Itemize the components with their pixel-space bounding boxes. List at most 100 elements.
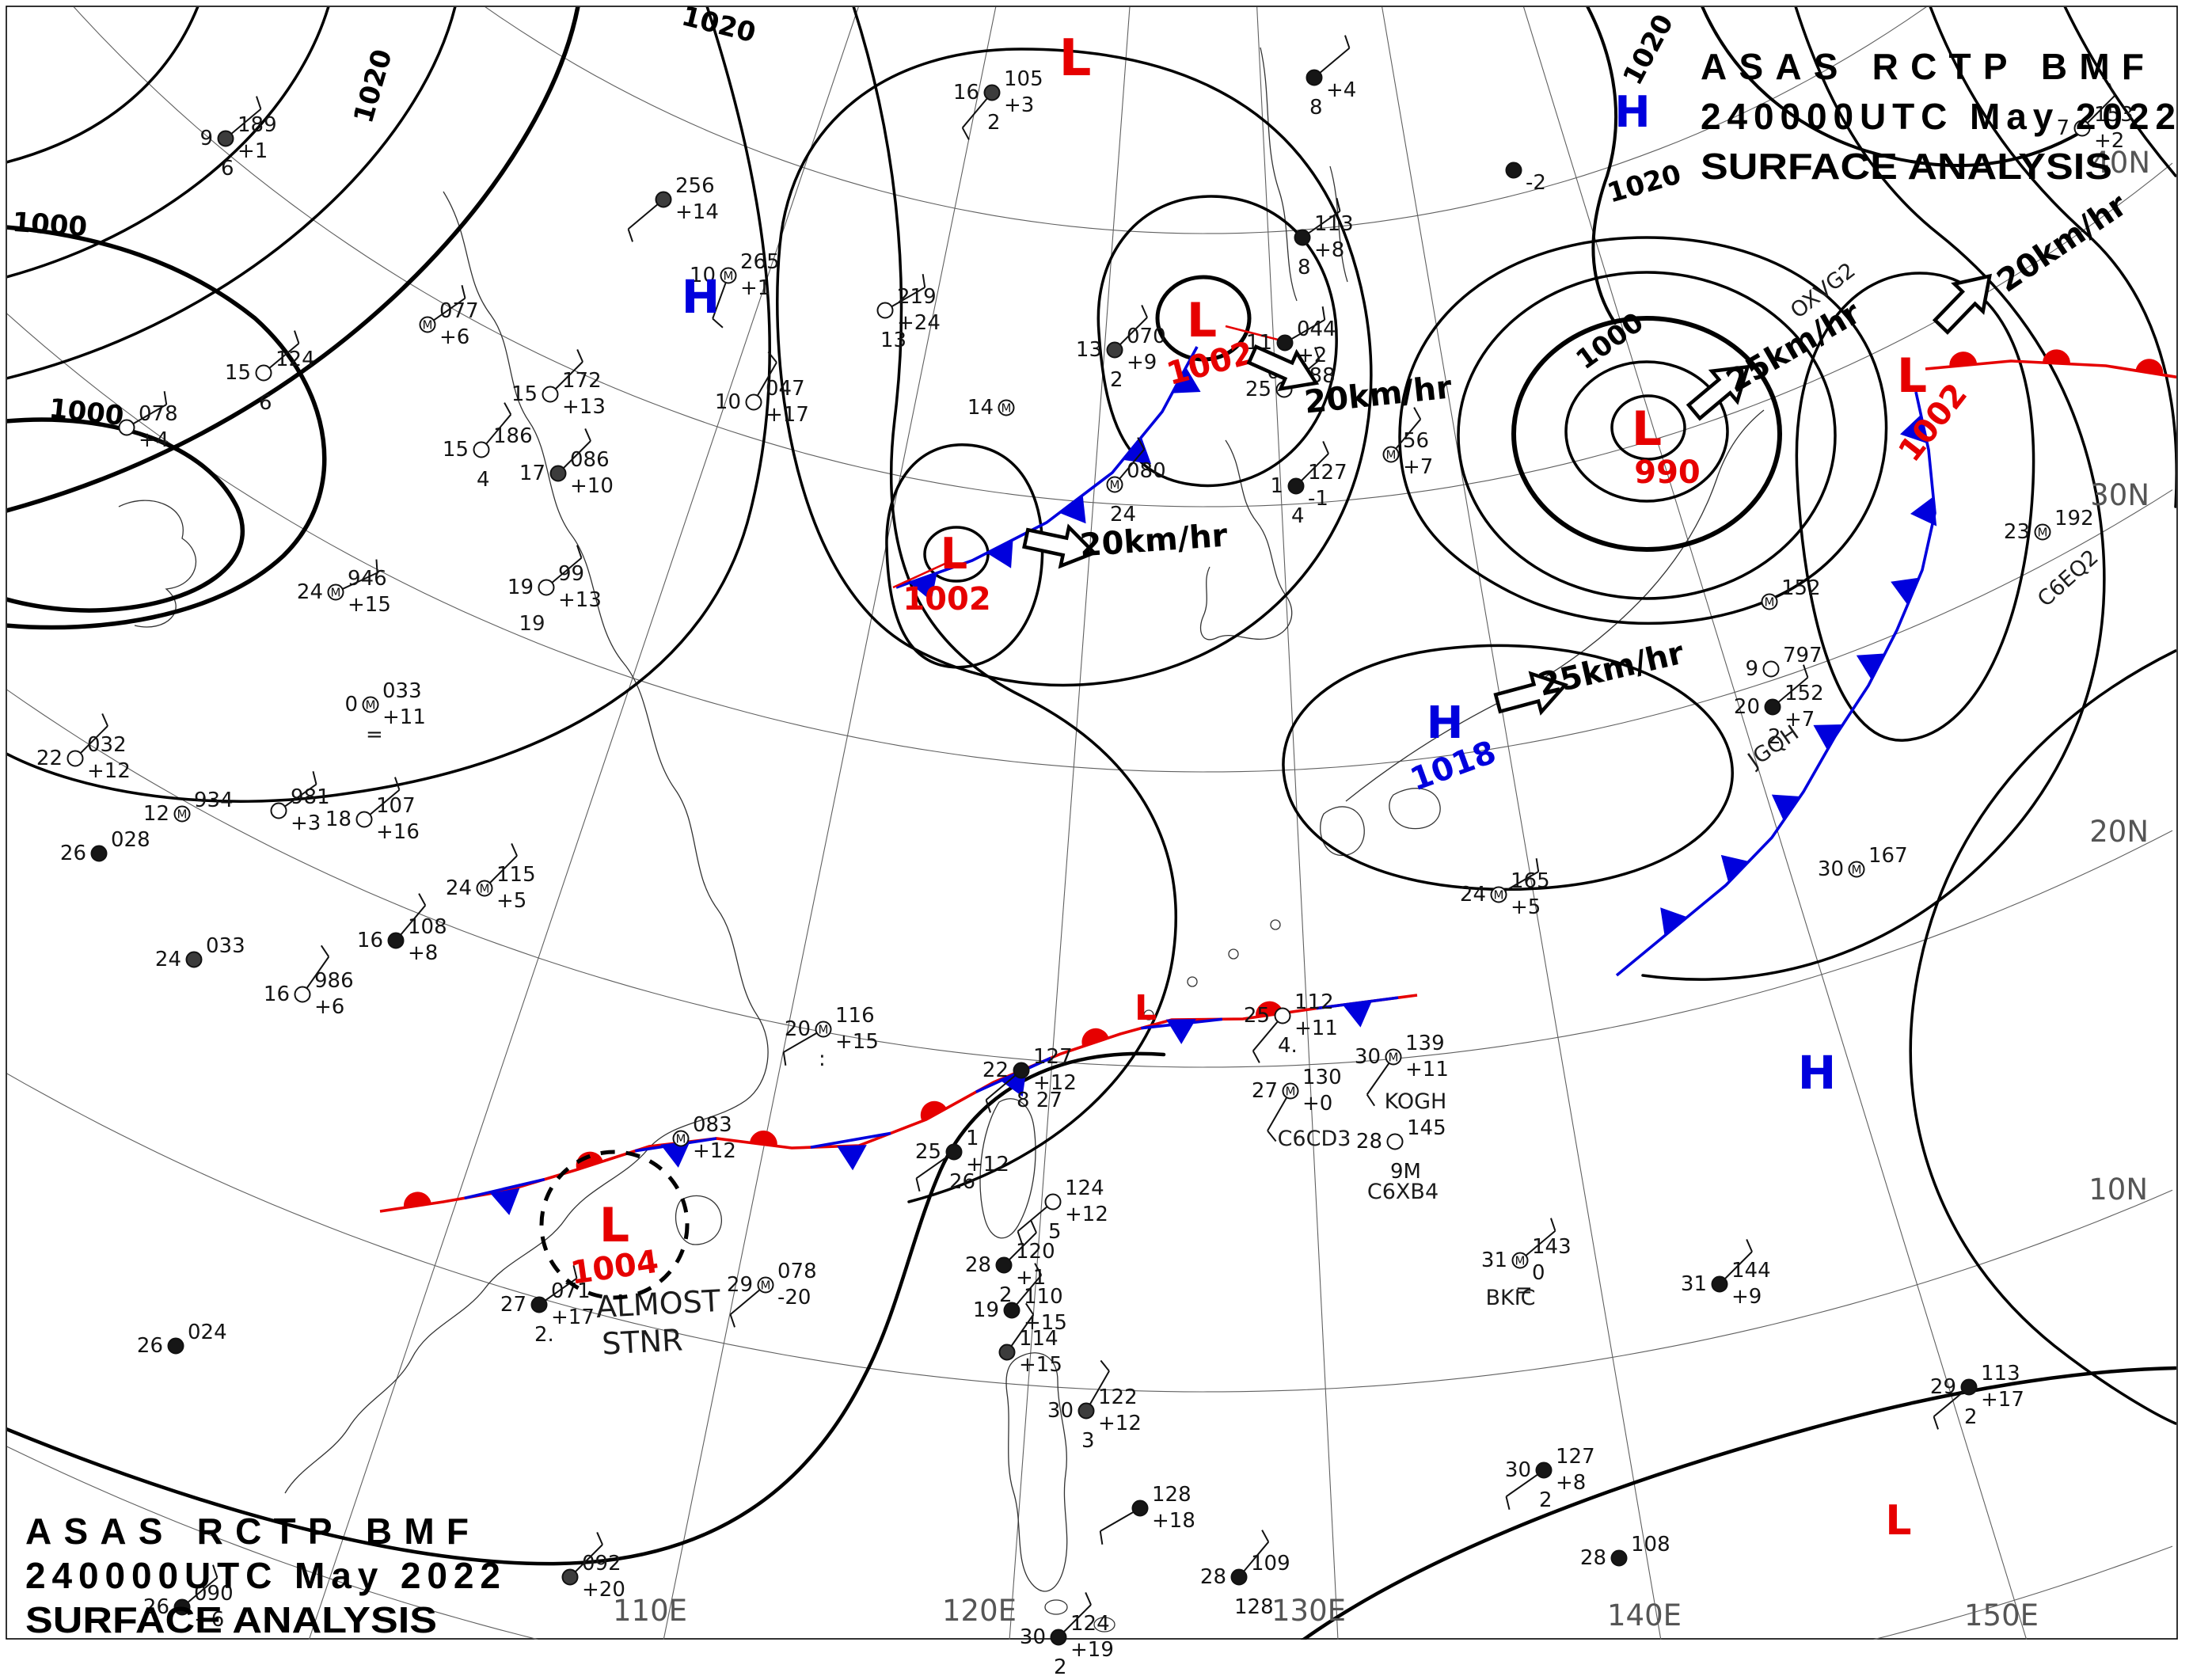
cold-front-triangle <box>1342 1000 1373 1028</box>
station-circle <box>1511 1252 1529 1269</box>
station-tendency: +6 <box>314 995 344 1019</box>
cold-front-triangle <box>1660 907 1688 937</box>
station-tendency: +12 <box>966 1153 1009 1176</box>
station-tendency: +19 <box>1070 1638 1114 1662</box>
cold-front-triangle <box>1165 1019 1196 1044</box>
station-pressure: 116 <box>835 1004 875 1028</box>
wind-barb <box>432 297 466 321</box>
station-circle <box>1385 1048 1402 1066</box>
station-circle <box>998 399 1015 416</box>
station-circle <box>1762 660 1780 678</box>
station-cloud-amount: 22 <box>36 747 63 770</box>
station-circle <box>1077 1402 1095 1420</box>
station-plot: M 14 <box>967 396 1015 420</box>
station-plot: 981+3 <box>270 770 330 835</box>
station-circle <box>1276 334 1294 352</box>
wind-barb-tick <box>504 402 512 416</box>
wind-barb <box>1017 1206 1048 1233</box>
wind-barb-tick <box>1746 1239 1753 1252</box>
station-plot: 9 189+16 <box>200 96 277 181</box>
station-plot: M 12 934 <box>143 789 234 826</box>
station-pressure: 130 <box>1302 1066 1342 1089</box>
longitude-line <box>1256 7 1339 1640</box>
isobar-line <box>1457 271 1837 600</box>
station-cloud-amount: 16 <box>264 983 290 1006</box>
wind-barb-tick <box>572 1264 578 1279</box>
station-plot: 26 024 <box>137 1321 227 1358</box>
isobar-line <box>7 7 772 803</box>
station-cloud-amount: 30 <box>1020 1625 1046 1649</box>
isobar-line <box>1096 195 1338 488</box>
station-extra: 8 27 <box>1017 1089 1062 1112</box>
station-plot: 092+20 <box>561 1532 625 1602</box>
longitude-line <box>1382 7 1662 1640</box>
graticule-lines <box>7 7 2173 1640</box>
pressure-center-value: 1002 <box>903 581 990 618</box>
station-plot: 19 99+13 <box>507 545 602 612</box>
station-pressure: 024 <box>188 1321 227 1344</box>
station-plot: 128+18 <box>1099 1483 1195 1545</box>
cold-front-triangle <box>1171 367 1201 393</box>
wind-barb-tick <box>922 274 926 288</box>
station-cloud-amount: 20 <box>1734 695 1760 719</box>
station-circle <box>355 811 373 828</box>
station-circle-letter: M <box>724 269 734 283</box>
station-extra: 6 <box>259 391 272 415</box>
wind-barb <box>1016 1274 1043 1306</box>
station-pressure: 127 <box>1556 1445 1595 1469</box>
station-pressure: 986 <box>314 969 354 993</box>
station-circle <box>2073 120 2091 137</box>
station-extra: = <box>1515 1279 1533 1302</box>
station-cloud-amount: 13 <box>1076 338 1102 362</box>
cold-front-triangle <box>1720 854 1750 884</box>
wind-barb-tick <box>394 777 401 791</box>
map-clipped-layers <box>7 7 2176 1640</box>
low-center-letter: L <box>1897 348 1927 404</box>
station-circle <box>173 805 191 823</box>
isobar-line <box>7 7 200 164</box>
station-plot: M 080 24 <box>1106 437 1166 526</box>
coastline <box>1187 976 1198 987</box>
wind-barb <box>1010 1313 1035 1347</box>
wind-barb-tick <box>1034 1263 1043 1276</box>
station-tendency: +1 <box>740 276 770 300</box>
station-plot: M 30 167 <box>1818 844 1908 881</box>
station-circle-letter: M <box>331 586 341 600</box>
wind-barb-tick <box>915 1178 921 1192</box>
isobar-line <box>7 7 457 380</box>
movement-arrow-icon <box>1022 523 1098 569</box>
coastline <box>118 500 196 628</box>
wind-barb-tick <box>1535 858 1540 872</box>
station-tendency: +13 <box>558 588 602 612</box>
station-circle <box>476 880 493 897</box>
station-tendency: +10 <box>570 474 614 498</box>
station-tendency: +11 <box>1405 1058 1449 1081</box>
station-pressure: 109 <box>1251 1552 1290 1575</box>
station-plot: M 20 116+15: <box>782 1004 879 1071</box>
station-plot: 30 122 +123 <box>1047 1359 1142 1453</box>
station-pressure: 113 <box>1314 212 1354 236</box>
wind-barb <box>1504 871 1539 892</box>
isobar-line <box>1641 7 2106 981</box>
station-extra: 9M <box>1390 1160 1421 1184</box>
station-pressure: 047 <box>766 377 805 401</box>
station-cloud-amount: 10 <box>690 264 716 287</box>
wind-barb <box>627 203 659 230</box>
station-plot: M 24 946+15 <box>297 559 391 617</box>
station-pressure: 192 <box>2054 507 2094 530</box>
coastline <box>1044 1599 1068 1615</box>
station-tendency: +16 <box>376 820 420 844</box>
station-tendency: +12 <box>1033 1071 1077 1095</box>
station-circle <box>1106 341 1123 359</box>
station-circle <box>1848 861 1865 878</box>
wind-barb-tick <box>1100 1359 1110 1372</box>
wind-barb <box>1100 1511 1135 1532</box>
cold-front-triangle <box>1910 496 1937 526</box>
wind-barb <box>1119 448 1146 480</box>
isobar-line <box>1701 7 2092 168</box>
wind-barb <box>562 440 591 469</box>
station-pressure: 143 <box>1532 1235 1572 1259</box>
station-cloud-amount: 17 <box>519 462 545 485</box>
